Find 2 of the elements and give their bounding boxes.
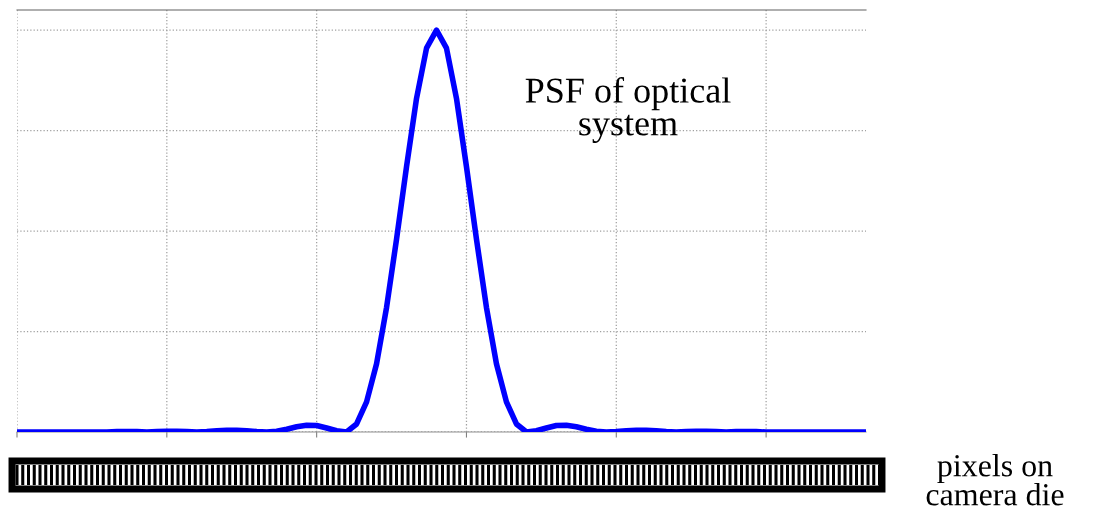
annotation: PSF of optical system — [525, 77, 731, 143]
text: pixels on camera die — [926, 454, 1064, 506]
